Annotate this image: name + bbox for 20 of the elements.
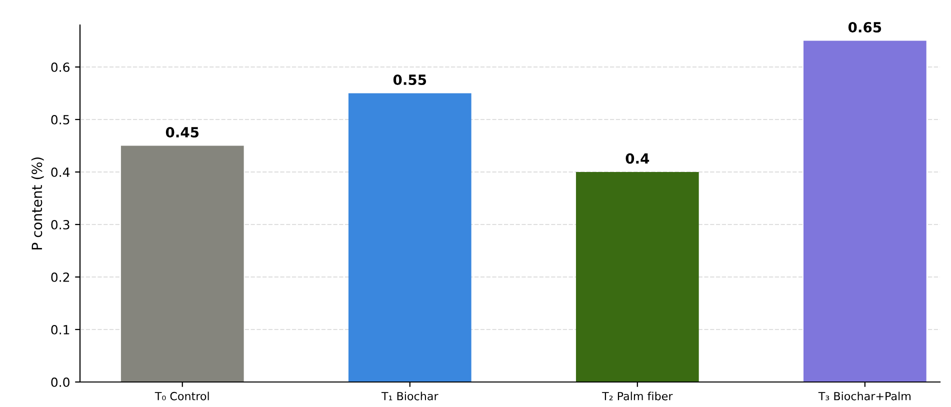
bar xyxy=(120,146,244,382)
y-tick-label: 0.3 xyxy=(51,220,70,230)
data-label: 0.55 xyxy=(393,74,426,86)
y-tick-label: 0.4 xyxy=(51,167,70,177)
y-axis-title: P content (%) xyxy=(31,157,44,250)
bar xyxy=(348,93,472,382)
x-tick-label: T₁ Biochar xyxy=(381,392,438,400)
y-tick-label: 0.0 xyxy=(51,377,70,387)
data-label: 0.65 xyxy=(848,22,882,33)
data-label: 0.4 xyxy=(626,153,650,164)
bar xyxy=(576,172,699,382)
bar xyxy=(803,40,926,382)
x-tick-label: T₃ Biochar+Palm xyxy=(818,392,910,400)
x-tick-label: T₂ Palm fiber xyxy=(602,392,673,400)
y-tick-label: 0.6 xyxy=(51,62,70,72)
y-tick-label: 0.5 xyxy=(51,114,70,124)
data-label: 0.45 xyxy=(166,127,199,138)
x-tick-label: T₀ Control xyxy=(154,392,209,400)
y-tick-label: 0.1 xyxy=(51,324,70,334)
y-tick-label: 0.2 xyxy=(51,272,70,282)
